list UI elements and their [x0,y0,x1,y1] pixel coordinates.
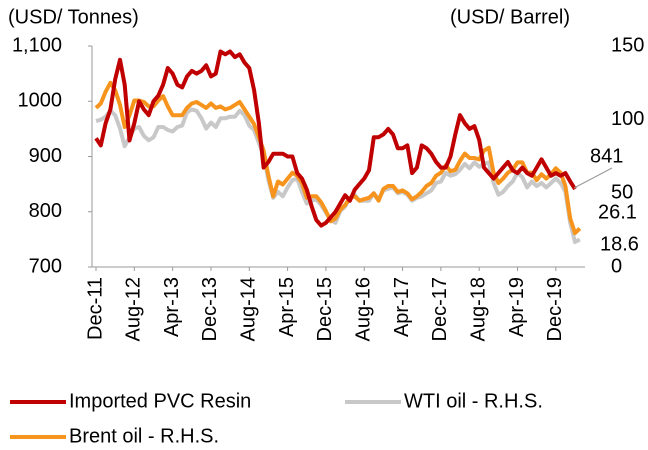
x-tick-label: Dec-19 [544,277,566,341]
x-tick-label: Apr-15 [276,277,298,337]
x-tick-label: Dec-13 [199,277,221,341]
legend-label: Brent oil - R.H.S. [69,425,219,447]
annotation: 18.6 [600,233,639,255]
y-tick-label: 900 [29,145,62,167]
series-line [94,49,577,228]
series-line [94,80,582,236]
legend-label: Imported PVC Resin [69,390,251,412]
x-tick-label: Dec-15 [314,277,336,341]
legend-label: WTI oil - R.H.S. [404,390,543,412]
leader-line [573,167,613,189]
x-tick-label: Dec-11 [84,277,106,340]
y2-tick-label: 50 [611,182,633,204]
annotation: 841 [590,145,623,167]
y-tick-label: 1,100 [12,34,62,56]
y2-axis-title: (USD/ Barrel) [450,6,570,28]
y2-tick-label: 150 [611,34,644,56]
x-tick-label: Dec-17 [429,277,451,341]
x-tick-label: Aug-18 [467,277,489,342]
x-tick-label: Apr-17 [391,277,413,337]
x-tick-label: Aug-14 [238,277,260,342]
x-tick-label: Aug-16 [353,277,375,342]
y2-tick-label: 100 [611,108,644,130]
x-tick-label: Apr-13 [161,277,183,337]
y-axis-title: (USD/ Tonnes) [8,6,139,28]
x-tick-label: Aug-12 [123,277,145,342]
y-tick-label: 700 [29,255,62,277]
x-tick-label: Apr-19 [506,277,528,337]
y-tick-label: 1000 [18,90,63,112]
y2-tick-label: 0 [611,255,622,277]
y-tick-label: 800 [29,200,62,222]
annotation: 26.1 [598,201,637,223]
